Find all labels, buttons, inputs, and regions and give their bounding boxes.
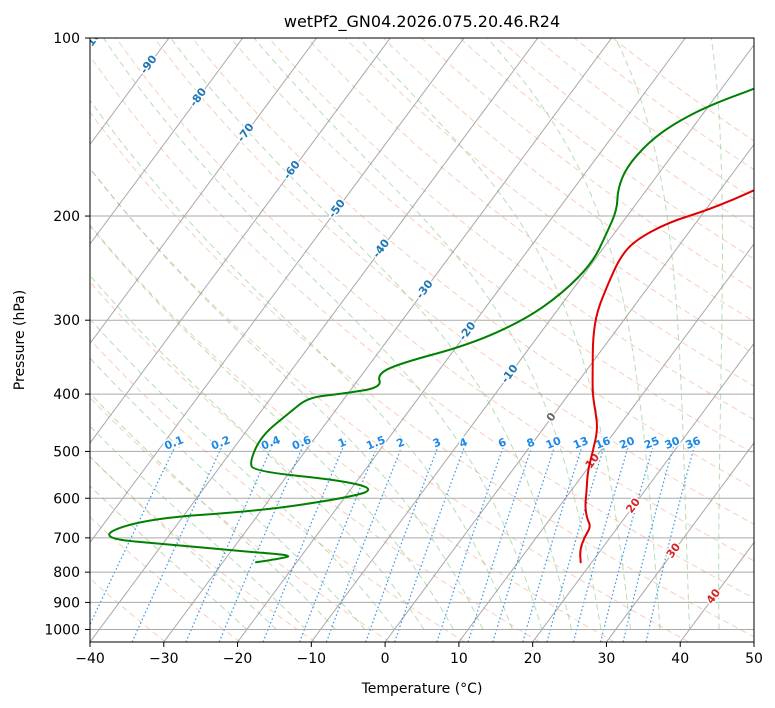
moist-adiabat — [90, 485, 248, 630]
moist-adiabat — [90, 225, 454, 630]
mixing-ratio-label: 30 — [663, 434, 682, 452]
moist-adiabat — [90, 425, 307, 630]
dry-adiabat — [153, 38, 754, 525]
y-tick-label: 900 — [53, 595, 80, 611]
y-tick-label: 1000 — [44, 622, 80, 638]
isotherm — [90, 38, 391, 444]
y-tick-label: 200 — [53, 209, 80, 225]
isotherm — [90, 38, 317, 345]
isotherm — [237, 38, 686, 642]
isotherm — [90, 38, 244, 245]
moist-adiabat — [614, 38, 690, 630]
y-tick-label: 800 — [53, 565, 80, 581]
y-tick-label: 500 — [53, 444, 80, 460]
chart-title: wetPf2_GN04.2026.075.20.46.R24 — [284, 12, 560, 32]
temperature-profile — [579, 189, 754, 564]
moist-adiabat — [90, 392, 336, 630]
background-lines — [90, 38, 754, 642]
mixing-ratio-line — [131, 440, 226, 642]
y-tick-label: 400 — [53, 387, 80, 403]
pressure-gridlines — [90, 38, 754, 630]
mixing-ratio-line — [394, 440, 468, 642]
dry-adiabat — [90, 397, 391, 642]
x-axis-ticks: −40 −30 −20 −10 0 10 20 30 40 50 — [75, 642, 763, 667]
x-tick-label: 30 — [598, 651, 616, 667]
y-tick-label: 700 — [53, 531, 80, 547]
x-tick-label: 10 — [450, 651, 468, 667]
mixing-ratio-line — [522, 440, 585, 642]
isotherm — [90, 38, 465, 544]
mixing-ratio-line — [467, 440, 535, 642]
isotherm — [163, 38, 612, 642]
mixing-ratio-line — [492, 440, 558, 642]
isotherm — [606, 442, 754, 642]
y-axis-label: Pressure (hPa) — [12, 290, 28, 390]
y-axis-ticks: 100 200 300 400 500 600 700 800 900 1000 — [44, 31, 90, 638]
x-tick-label: 50 — [745, 651, 763, 667]
moist-adiabat — [90, 99, 513, 630]
x-tick-label: −20 — [223, 651, 253, 667]
dry-adiabat — [90, 167, 690, 642]
moist-adiabat — [710, 38, 723, 630]
isotherm — [90, 38, 539, 642]
dry-adiabat — [90, 577, 166, 642]
x-tick-label: 0 — [381, 651, 390, 667]
isotherm — [458, 243, 754, 642]
isotherm — [310, 44, 754, 642]
mixing-ratio-line — [546, 440, 607, 642]
dewpoint-profile — [108, 87, 754, 564]
dry-adiabat — [421, 38, 754, 291]
y-tick-label: 300 — [53, 313, 80, 329]
moist-adiabat — [90, 318, 395, 630]
dry-adiabat — [230, 38, 754, 455]
y-tick-label: 100 — [53, 31, 80, 47]
profile-series — [108, 87, 754, 564]
x-tick-label: −30 — [149, 651, 179, 667]
mixing-ratio-line — [185, 440, 276, 642]
dry-adiabat — [383, 38, 754, 322]
mixing-ratio-line — [365, 440, 441, 642]
x-axis-label: Temperature (°C) — [361, 681, 483, 697]
dry-adiabat — [192, 38, 754, 490]
x-tick-label: −40 — [75, 651, 105, 667]
dry-adiabat — [268, 38, 754, 421]
isotherm — [90, 38, 170, 146]
isotherm — [384, 143, 754, 642]
mixing-ratio-line — [572, 440, 631, 642]
dry-adiabat — [90, 456, 316, 642]
moist-adiabat — [486, 38, 661, 630]
x-tick-label: 20 — [524, 651, 542, 667]
mixing-ratio-line — [600, 440, 656, 642]
x-tick-label: 40 — [671, 651, 689, 667]
x-tick-label: −10 — [297, 651, 327, 667]
moist-adiabat — [358, 38, 631, 630]
mixing-ratio-line — [218, 440, 306, 642]
plot-frame — [89, 37, 755, 643]
isotherm — [532, 342, 754, 642]
moist-adiabat — [102, 38, 543, 630]
moist-adiabat — [253, 38, 602, 630]
mixing-ratio-line — [622, 440, 676, 642]
mixing-ratio-line — [645, 440, 697, 642]
moist-adiabat — [90, 456, 277, 630]
moist-adiabat — [90, 167, 484, 630]
dry-adiabat — [90, 224, 615, 642]
y-tick-label: 600 — [53, 491, 80, 507]
